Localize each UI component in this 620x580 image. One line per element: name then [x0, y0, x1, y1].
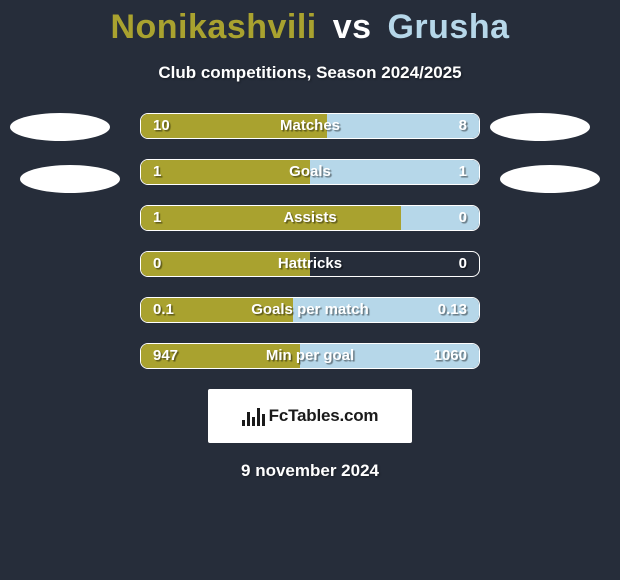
stat-row: Matches10 8	[140, 113, 480, 139]
logo-bars-icon	[242, 406, 265, 426]
stat-value-right: 8	[459, 114, 467, 139]
stat-value-left: 1	[153, 160, 161, 185]
player1-name: Nonikashvili	[110, 8, 316, 46]
stat-row: Goals1 1	[140, 159, 480, 185]
stat-row: Min per goal947 1060	[140, 343, 480, 369]
stat-row: Assists1 0	[140, 205, 480, 231]
stat-value-right: 1	[459, 160, 467, 185]
stat-value-left: 1	[153, 206, 161, 231]
subtitle: Club competitions, Season 2024/2025	[0, 63, 620, 83]
stat-label: Goals	[141, 160, 479, 185]
avatar-placeholder	[10, 113, 110, 141]
logo-text: FcTables.com	[269, 406, 379, 426]
vs-text: vs	[333, 8, 372, 46]
stat-label: Hattricks	[141, 252, 479, 277]
stat-label: Matches	[141, 114, 479, 139]
avatar-placeholder	[500, 165, 600, 193]
fctables-logo: FcTables.com	[208, 389, 412, 443]
stat-value-left: 947	[153, 344, 178, 369]
stat-row: Goals per match0.1 0.13	[140, 297, 480, 323]
stat-label: Min per goal	[141, 344, 479, 369]
footer-date: 9 november 2024	[0, 461, 620, 481]
stat-value-right: 0	[459, 252, 467, 277]
player2-name: Grusha	[387, 8, 509, 46]
comparison-title: Nonikashvili vs Grusha	[0, 0, 620, 47]
stat-label: Goals per match	[141, 298, 479, 323]
avatar-placeholder	[490, 113, 590, 141]
stat-value-left: 10	[153, 114, 170, 139]
stat-value-right: 0.13	[438, 298, 467, 323]
logo-inner: FcTables.com	[242, 406, 379, 426]
stat-row: Hattricks0 0	[140, 251, 480, 277]
avatar-placeholder	[20, 165, 120, 193]
chart-area: Matches108Goals11Assists10Hattricks00Goa…	[0, 113, 620, 369]
stat-value-right: 1060	[434, 344, 467, 369]
stat-value-left: 0	[153, 252, 161, 277]
stat-value-right: 0	[459, 206, 467, 231]
stat-value-left: 0.1	[153, 298, 174, 323]
stat-label: Assists	[141, 206, 479, 231]
